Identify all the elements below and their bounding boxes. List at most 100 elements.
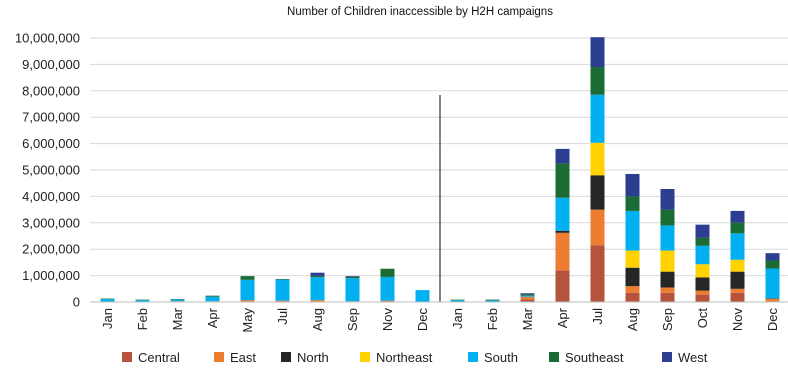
legend-swatch: [662, 352, 672, 362]
legend-swatch: [122, 352, 132, 362]
bar-segment: [520, 296, 535, 300]
bar-segment: [555, 148, 570, 164]
bar-segment: [660, 250, 675, 272]
bar-segment: [485, 300, 500, 302]
y-tick-label: 5,000,000: [22, 163, 80, 178]
y-tick-label: 6,000,000: [22, 136, 80, 151]
bar-segment: [240, 279, 255, 301]
x-tick-label: Nov: [380, 308, 395, 332]
bar-segment: [100, 298, 115, 300]
y-tick-label: 0: [73, 295, 80, 310]
bar-segment: [765, 268, 780, 299]
bar-segment: [135, 300, 150, 302]
bar-segment: [590, 245, 605, 302]
x-tick-label: Aug: [625, 308, 640, 331]
bar-segment: [730, 210, 745, 223]
x-tick-label: Jan: [450, 308, 465, 329]
legend-label: East: [230, 350, 256, 365]
x-tick-label: Jul: [590, 308, 605, 325]
bar-segment: [590, 94, 605, 143]
bar-segment: [660, 225, 675, 251]
bar-segment: [660, 189, 675, 210]
legend-label: Southeast: [565, 350, 624, 365]
bar-segment: [625, 196, 640, 211]
x-tick-label: Oct: [695, 308, 710, 329]
x-tick-label: Jan: [100, 308, 115, 329]
legend-swatch: [468, 352, 478, 362]
bar-segment: [275, 300, 290, 302]
legend-label: West: [678, 350, 708, 365]
bars: [100, 37, 780, 302]
bar-segment: [625, 173, 640, 197]
bar-segment: [520, 295, 535, 297]
x-tick-label: Dec: [415, 308, 430, 332]
bar-segment: [730, 259, 745, 272]
bar-segment: [275, 279, 290, 280]
bar-segment: [730, 288, 745, 293]
bar-segment: [555, 163, 570, 198]
bar-segment: [345, 276, 360, 277]
bar-segment: [730, 292, 745, 302]
bar-segment: [380, 276, 395, 301]
bar-segment: [765, 298, 780, 299]
bar-segment: [660, 209, 675, 226]
legend-label: South: [484, 350, 518, 365]
bar-segment: [695, 294, 710, 302]
bar-segment: [170, 299, 185, 302]
bar-segment: [450, 300, 465, 302]
legend-swatch: [549, 352, 559, 362]
bar-segment: [135, 299, 150, 301]
bar-segment: [765, 253, 780, 261]
y-tick-label: 2,000,000: [22, 242, 80, 257]
bar-segment: [625, 292, 640, 302]
bar-segment: [625, 210, 640, 251]
bar-segment: [170, 299, 185, 300]
bar-segment: [695, 277, 710, 291]
x-tick-label: Mar: [170, 307, 185, 330]
y-axis-tick-labels: 0 1,000,000 2,000,000 3,000,000 4,000,000 5,0…: [15, 31, 80, 310]
bar-segment: [730, 271, 745, 289]
y-tick-label: 9,000,000: [22, 57, 80, 72]
legend-label: Central: [138, 350, 180, 365]
x-tick-label: Mar: [520, 307, 535, 330]
bar-segment: [380, 300, 395, 302]
bar-segment: [415, 290, 430, 302]
bar-segment: [520, 293, 535, 295]
x-tick-label: Sep: [345, 308, 360, 331]
bar-segment: [590, 142, 605, 176]
x-tick-label: Sep: [660, 308, 675, 331]
bar-segment: [345, 276, 360, 279]
legend: Central East North Northeast South Southeast W…: [122, 350, 708, 365]
bar-segment: [625, 267, 640, 287]
y-tick-label: 10,000,000: [15, 31, 80, 46]
bar-segment: [240, 300, 255, 302]
legend-swatch: [214, 352, 224, 362]
bar-segment: [730, 222, 745, 234]
bar-segment: [695, 264, 710, 278]
bar-segment: [345, 278, 360, 302]
x-axis-tick-labels: Jan Feb Mar Apr May Jul Aug Sep Nov Dec Jan Feb Mar A…: [100, 307, 780, 332]
bar-segment: [380, 268, 395, 277]
bar-segment: [765, 298, 780, 302]
y-tick-label: 4,000,000: [22, 189, 80, 204]
bar-segment: [205, 296, 220, 302]
x-tick-label: Feb: [135, 308, 150, 330]
bar-segment: [100, 299, 115, 302]
bar-segment: [590, 209, 605, 246]
bar-segment: [310, 277, 325, 301]
bar-segment: [590, 67, 605, 95]
bar-segment: [660, 292, 675, 302]
bar-segment: [310, 272, 325, 276]
bar-segment: [590, 175, 605, 210]
bar-segment: [555, 197, 570, 231]
bar-segment: [695, 245, 710, 265]
legend-swatch: [281, 352, 291, 362]
bar-segment: [205, 295, 220, 297]
y-tick-label: 7,000,000: [22, 110, 80, 125]
bar-segment: [695, 237, 710, 246]
bar-segment: [520, 294, 535, 296]
x-tick-label: Apr: [205, 307, 220, 328]
bar-segment: [555, 230, 570, 233]
bar-segment: [730, 233, 745, 260]
